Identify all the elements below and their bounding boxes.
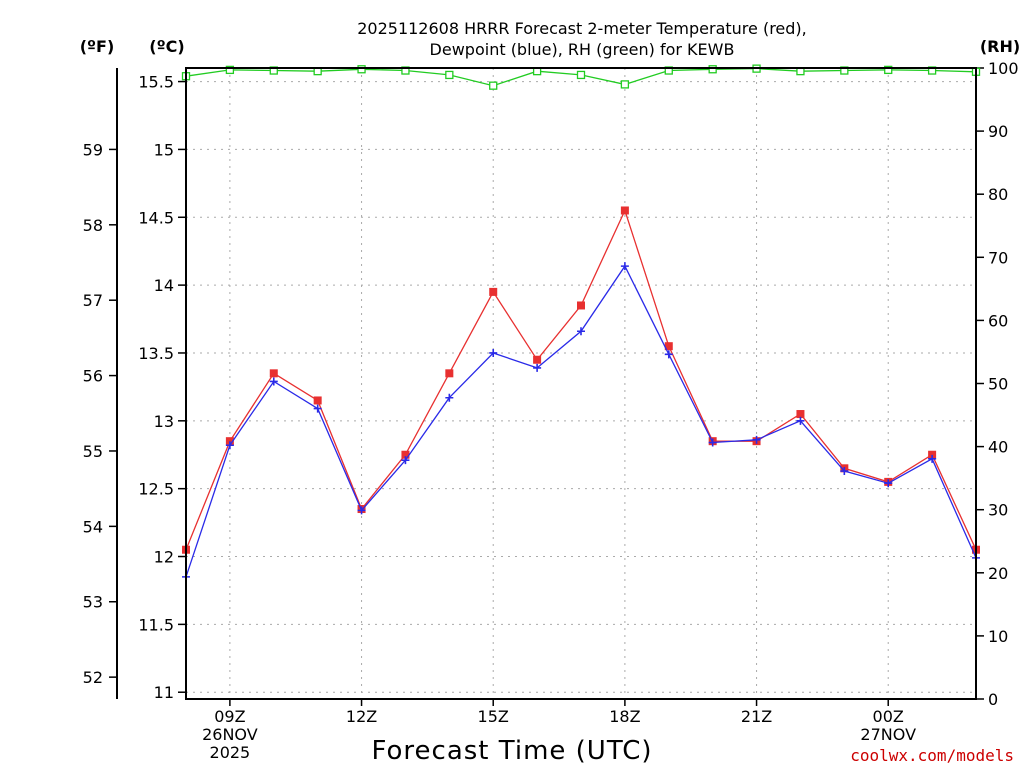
celsius-tick-label: 15 xyxy=(154,140,174,159)
dewpoint-point xyxy=(577,327,585,336)
celsius-tick-label: 12.5 xyxy=(138,480,174,499)
dewpoint-point xyxy=(489,348,498,357)
x-tick-label: 12Z xyxy=(346,707,377,726)
temperature-point xyxy=(620,206,629,215)
fahrenheit-tick-label: 55 xyxy=(83,442,103,461)
x-tick-label: 26NOV xyxy=(202,725,258,744)
dewpoint-point xyxy=(708,438,717,447)
rh-point xyxy=(708,65,717,74)
rh-tick-label: 0 xyxy=(988,690,998,709)
rh-tick-label: 20 xyxy=(988,564,1008,583)
temperature-point xyxy=(401,450,410,459)
fahrenheit-tick-label: 52 xyxy=(83,668,103,687)
rh-tick-label: 30 xyxy=(988,501,1008,520)
dewpoint-point xyxy=(269,377,278,386)
dewpoint-point xyxy=(357,506,366,515)
x-tick-label: 18Z xyxy=(609,707,640,726)
rh-point xyxy=(225,65,235,75)
dewpoint-point xyxy=(752,435,761,444)
dewpoint-line xyxy=(185,264,977,578)
rh-point xyxy=(357,65,366,74)
x-tick-label: 00Z xyxy=(873,707,904,726)
temperature-line xyxy=(185,208,977,550)
rh-axis-ticks: 0 10 20 30 40 50 60 70 80 90 100 xyxy=(976,59,1019,709)
celsius-tick-label: 14 xyxy=(154,276,174,295)
dewpoint-point xyxy=(445,393,454,402)
temperature-point xyxy=(928,450,937,459)
x-tick-label: 21Z xyxy=(741,707,772,726)
dewpoint-point xyxy=(620,262,629,271)
fahrenheit-axis: 52 53 54 55 56 57 58 59 xyxy=(83,68,118,699)
rh-tick-label: 50 xyxy=(988,375,1008,394)
celsius-tick-label: 11 xyxy=(154,683,174,702)
data-series xyxy=(181,64,981,581)
dewpoint-point xyxy=(401,456,410,465)
fahrenheit-tick-label: 56 xyxy=(83,367,103,386)
fahrenheit-tick-label: 59 xyxy=(83,140,103,159)
rh-point xyxy=(489,81,498,90)
rh-tick-label: 70 xyxy=(988,248,1008,267)
rh-point xyxy=(620,80,630,89)
fahrenheit-axis-label: (ºF) xyxy=(80,37,115,56)
temperature-point xyxy=(269,369,278,378)
x-axis-title: Forecast Time (UTC) xyxy=(371,736,652,766)
plot-frame xyxy=(185,67,977,700)
fahrenheit-tick-label: 57 xyxy=(83,291,103,310)
x-tick-label: 15Z xyxy=(478,707,509,726)
fahrenheit-tick-label: 54 xyxy=(83,517,103,536)
rh-point xyxy=(576,70,586,80)
chart-title-line-1: 2025112608 HRRR Forecast 2-meter Tempera… xyxy=(357,19,807,38)
dewpoint-point xyxy=(884,479,893,488)
fahrenheit-tick-label: 53 xyxy=(83,593,103,612)
temperature-point xyxy=(533,355,542,364)
celsius-axis-label: (ºC) xyxy=(149,37,184,56)
rh-tick-label: 80 xyxy=(988,185,1008,204)
chart-title-line-2: Dewpoint (blue), RH (green) for KEWB xyxy=(430,40,735,59)
temperature-point xyxy=(445,369,454,378)
temperature-point xyxy=(313,396,322,405)
celsius-axis-ticks: 11 11.5 12 12.5 13 13.5 14 14.5 15 15.5 xyxy=(138,73,186,702)
dewpoint-point xyxy=(313,404,322,413)
rh-tick-label: 90 xyxy=(988,122,1008,141)
temperature-point xyxy=(225,437,234,446)
dewpoint-point xyxy=(664,350,673,359)
dewpoint-point xyxy=(225,441,234,450)
grid-lines xyxy=(186,68,976,699)
celsius-tick-label: 13.5 xyxy=(138,344,174,363)
celsius-tick-label: 13 xyxy=(154,412,174,431)
dewpoint-point xyxy=(533,363,542,372)
x-tick-label: 27NOV xyxy=(860,725,916,744)
celsius-tick-label: 15.5 xyxy=(138,73,174,92)
dewpoint-point xyxy=(928,454,937,463)
temperature-point xyxy=(577,301,585,310)
rh-tick-label: 10 xyxy=(988,627,1008,646)
rh-axis-label: (RH) xyxy=(980,37,1020,56)
x-tick-label: 2025 xyxy=(210,743,251,762)
celsius-tick-label: 12 xyxy=(154,548,174,567)
temperature-point xyxy=(796,410,805,419)
temperature-point xyxy=(489,287,498,296)
fahrenheit-tick-label: 58 xyxy=(83,216,103,235)
rh-tick-label: 60 xyxy=(988,311,1008,330)
x-tick-label: 09Z xyxy=(214,707,245,726)
temperature-point xyxy=(664,342,673,351)
rh-point xyxy=(884,65,893,75)
rh-tick-label: 100 xyxy=(988,59,1019,78)
rh-tick-label: 40 xyxy=(988,438,1008,457)
dewpoint-point xyxy=(796,416,805,425)
celsius-tick-label: 11.5 xyxy=(138,615,174,634)
rh-point xyxy=(445,70,454,80)
celsius-tick-label: 14.5 xyxy=(138,208,174,227)
source-credit: coolwx.com/models xyxy=(850,746,1014,765)
dewpoint-point xyxy=(840,467,849,476)
